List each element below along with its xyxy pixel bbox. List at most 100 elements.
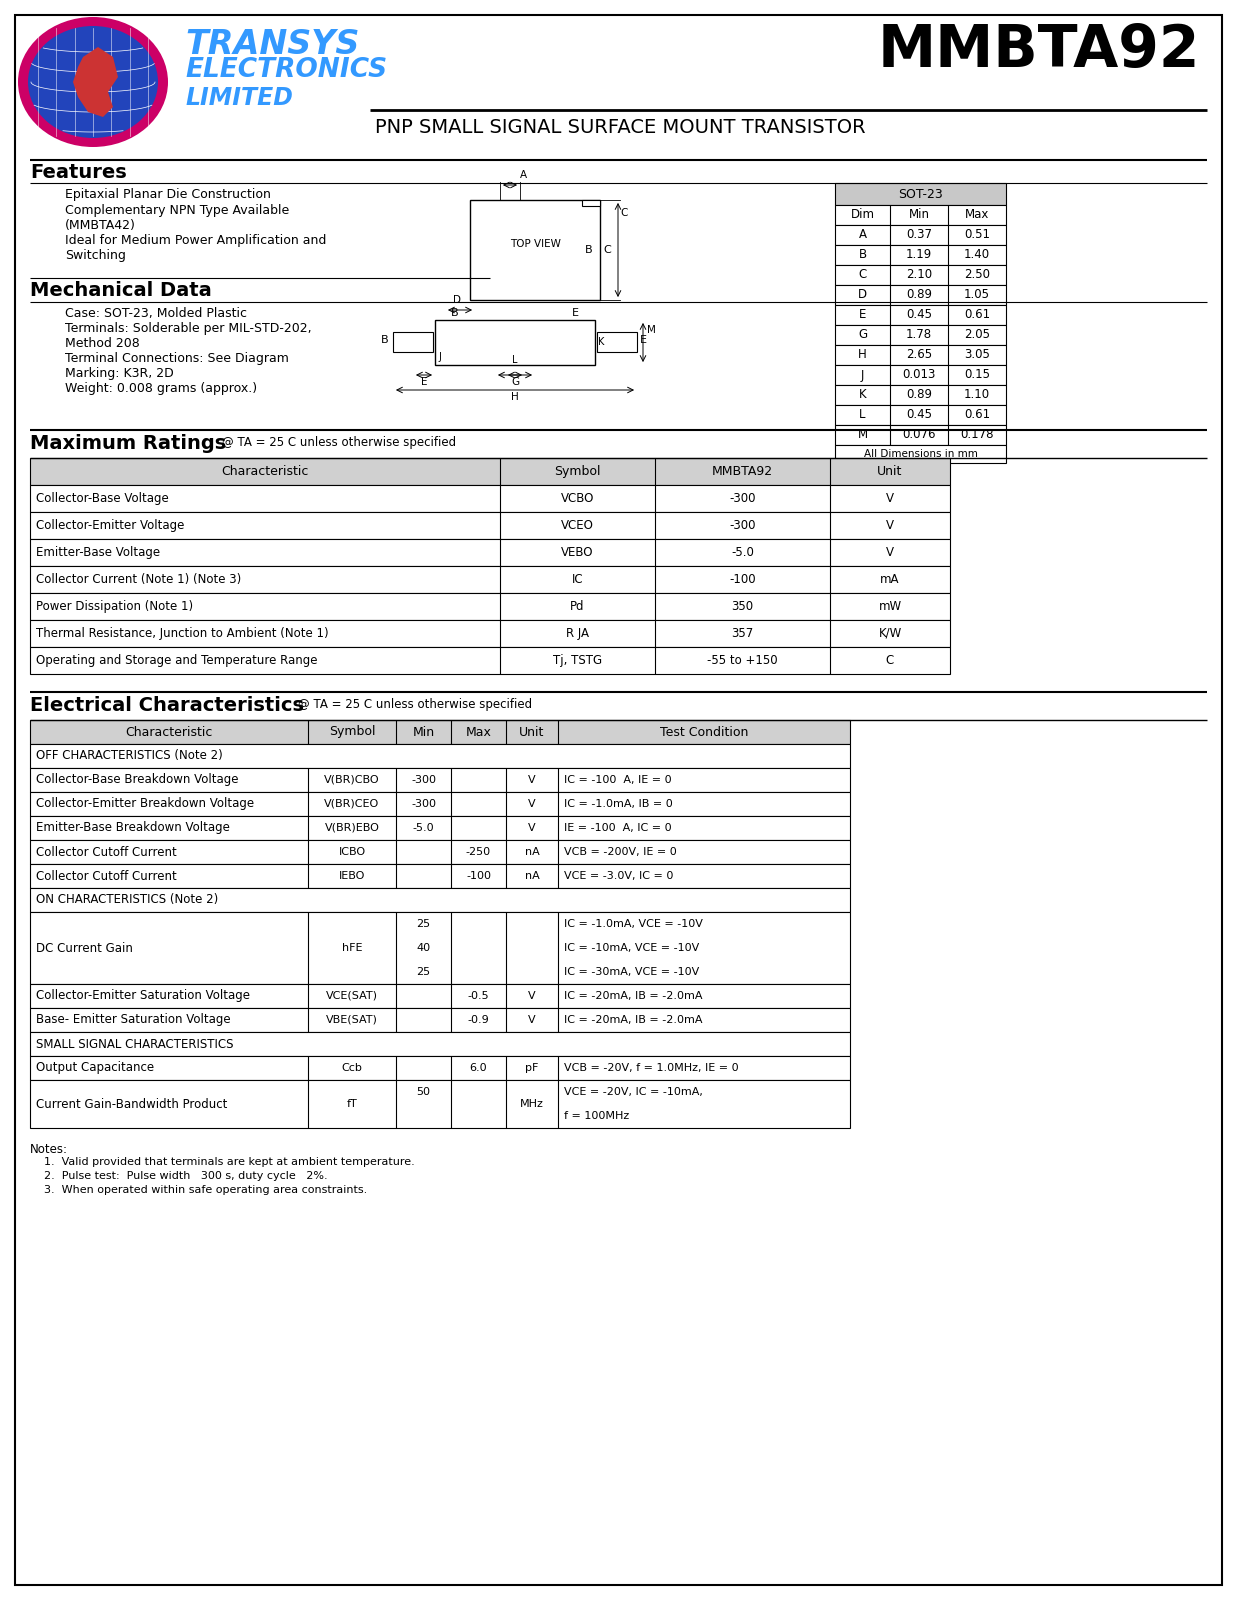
Text: IC = -100  A, IE = 0: IC = -100 A, IE = 0 <box>564 774 672 786</box>
Bar <box>835 182 1006 205</box>
Text: -300: -300 <box>730 518 756 531</box>
Text: 0.61: 0.61 <box>964 309 990 322</box>
Bar <box>30 539 950 566</box>
Bar <box>581 200 600 206</box>
Text: A: A <box>858 229 866 242</box>
Text: Collector-Base Voltage: Collector-Base Voltage <box>36 493 168 506</box>
Text: Collector Cutoff Current: Collector Cutoff Current <box>36 845 177 859</box>
Text: @ TA = 25 C unless otherwise specified: @ TA = 25 C unless otherwise specified <box>298 698 532 710</box>
Text: 3.  When operated within safe operating area constraints.: 3. When operated within safe operating a… <box>30 1186 367 1195</box>
Text: PNP SMALL SIGNAL SURFACE MOUNT TRANSISTOR: PNP SMALL SIGNAL SURFACE MOUNT TRANSISTO… <box>375 118 866 138</box>
Text: Collector Cutoff Current: Collector Cutoff Current <box>36 869 177 883</box>
Text: Method 208: Method 208 <box>66 338 140 350</box>
Bar <box>30 840 850 864</box>
Text: B: B <box>858 248 867 261</box>
Bar <box>835 285 1006 306</box>
Text: D: D <box>453 294 461 306</box>
Text: hFE: hFE <box>341 942 362 954</box>
Text: M: M <box>647 325 656 334</box>
Text: V: V <box>886 546 894 558</box>
Text: IC = -1.0mA, VCE = -10V: IC = -1.0mA, VCE = -10V <box>564 918 703 930</box>
Text: C: C <box>886 654 894 667</box>
Text: VCE(SAT): VCE(SAT) <box>327 990 379 1002</box>
Text: V: V <box>528 798 536 810</box>
Bar <box>470 200 600 301</box>
Text: MMBTA92: MMBTA92 <box>713 466 773 478</box>
Text: VBE(SAT): VBE(SAT) <box>327 1014 379 1026</box>
Text: -0.9: -0.9 <box>468 1014 490 1026</box>
Text: Complementary NPN Type Available: Complementary NPN Type Available <box>66 203 289 218</box>
Text: Test Condition: Test Condition <box>659 725 748 739</box>
Text: Max: Max <box>465 725 491 739</box>
Text: 1.10: 1.10 <box>964 389 990 402</box>
Text: V: V <box>886 493 894 506</box>
Text: C: C <box>858 269 867 282</box>
Text: B: B <box>452 307 459 318</box>
Text: Features: Features <box>30 163 126 182</box>
Text: Ideal for Medium Power Amplification and: Ideal for Medium Power Amplification and <box>66 234 327 246</box>
Text: Collector-Emitter Breakdown Voltage: Collector-Emitter Breakdown Voltage <box>36 797 254 811</box>
Bar <box>835 245 1006 266</box>
Text: VCEO: VCEO <box>562 518 594 531</box>
Text: VCB = -200V, IE = 0: VCB = -200V, IE = 0 <box>564 846 677 858</box>
Text: IC = -10mA, VCE = -10V: IC = -10mA, VCE = -10V <box>564 942 699 954</box>
Bar <box>835 306 1006 325</box>
Bar <box>435 320 595 365</box>
Bar <box>835 426 1006 445</box>
Text: mW: mW <box>878 600 902 613</box>
Text: Emitter-Base Breakdown Voltage: Emitter-Base Breakdown Voltage <box>36 821 230 835</box>
Text: E: E <box>571 307 579 318</box>
Bar <box>30 984 850 1008</box>
Bar <box>30 458 950 485</box>
Text: 2.  Pulse test:  Pulse width   300 s, duty cycle   2%.: 2. Pulse test: Pulse width 300 s, duty c… <box>30 1171 328 1181</box>
Text: Notes:: Notes: <box>30 1142 68 1155</box>
Text: LIMITED: LIMITED <box>186 86 293 110</box>
Text: V(BR)CBO: V(BR)CBO <box>324 774 380 786</box>
Text: (MMBTA42): (MMBTA42) <box>66 219 136 232</box>
Text: VCE = -3.0V, IC = 0: VCE = -3.0V, IC = 0 <box>564 870 673 882</box>
Text: Current Gain-Bandwidth Product: Current Gain-Bandwidth Product <box>36 1098 228 1110</box>
Text: Ccb: Ccb <box>341 1062 362 1074</box>
Text: Base- Emitter Saturation Voltage: Base- Emitter Saturation Voltage <box>36 1013 230 1027</box>
Bar <box>30 792 850 816</box>
Text: 0.178: 0.178 <box>960 429 993 442</box>
Text: 0.89: 0.89 <box>905 389 931 402</box>
Text: Characteristic: Characteristic <box>221 466 309 478</box>
Text: IC: IC <box>571 573 584 586</box>
Text: Switching: Switching <box>66 250 126 262</box>
Text: 357: 357 <box>731 627 753 640</box>
Bar <box>30 619 950 646</box>
Text: V: V <box>528 774 536 786</box>
Text: pF: pF <box>526 1062 538 1074</box>
Text: Output Capacitance: Output Capacitance <box>36 1061 155 1075</box>
Text: -250: -250 <box>466 846 491 858</box>
Text: Dim: Dim <box>851 208 875 221</box>
Text: IE = -100  A, IC = 0: IE = -100 A, IC = 0 <box>564 822 672 834</box>
Text: 3.05: 3.05 <box>964 349 990 362</box>
Text: VCE = -20V, IC = -10mA,: VCE = -20V, IC = -10mA, <box>564 1086 703 1098</box>
Text: Collector Current (Note 1) (Note 3): Collector Current (Note 1) (Note 3) <box>36 573 241 586</box>
Text: VCBO: VCBO <box>560 493 594 506</box>
Text: MHz: MHz <box>520 1099 544 1109</box>
Text: V: V <box>528 1014 536 1026</box>
Text: Unit: Unit <box>877 466 903 478</box>
Text: 50: 50 <box>417 1086 430 1098</box>
Text: Marking: K3R, 2D: Marking: K3R, 2D <box>66 366 173 379</box>
Text: B: B <box>381 334 388 346</box>
Text: 25: 25 <box>417 966 430 978</box>
Text: ICBO: ICBO <box>339 846 366 858</box>
Text: TRANSYS: TRANSYS <box>186 27 360 61</box>
Text: Thermal Resistance, Junction to Ambient (Note 1): Thermal Resistance, Junction to Ambient … <box>36 627 329 640</box>
Text: @ TA = 25 C unless otherwise specified: @ TA = 25 C unless otherwise specified <box>221 435 456 450</box>
Text: K/W: K/W <box>878 627 902 640</box>
Text: J: J <box>438 352 440 362</box>
Bar <box>30 1008 850 1032</box>
Text: Collector-Base Breakdown Voltage: Collector-Base Breakdown Voltage <box>36 773 239 787</box>
Text: -100: -100 <box>466 870 491 882</box>
Text: Mechanical Data: Mechanical Data <box>30 282 212 301</box>
Text: All Dimensions in mm: All Dimensions in mm <box>863 450 977 459</box>
Bar <box>30 864 850 888</box>
Text: TOP VIEW: TOP VIEW <box>510 238 560 250</box>
Text: Operating and Storage and Temperature Range: Operating and Storage and Temperature Ra… <box>36 654 318 667</box>
Text: 0.51: 0.51 <box>964 229 990 242</box>
